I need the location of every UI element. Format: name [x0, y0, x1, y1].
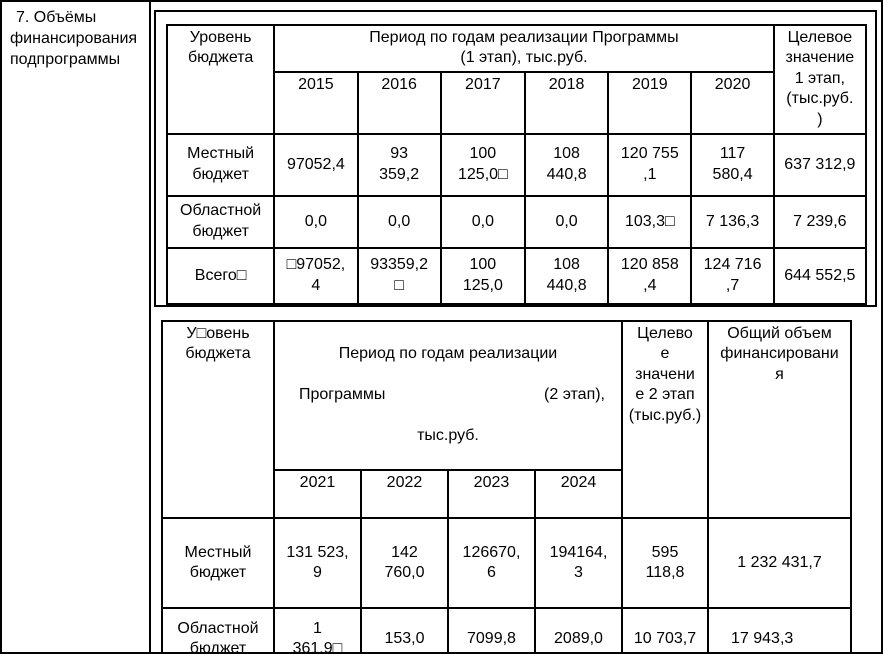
period-line3: тыс.руб. — [417, 427, 479, 445]
value-cell: 194164, 3 — [533, 517, 624, 610]
table-row: Всего□ □97052, 4 93359,2 □ 100 125,0 108… — [165, 246, 868, 305]
table-row: Местный бюджет 97052,4 93 359,2 100 125,… — [165, 132, 868, 197]
year-cell: 2018 — [523, 70, 610, 135]
value-cell: 124 716 ,7 — [690, 246, 775, 305]
stage2-table: У□овень бюджета Период по годам реализац… — [160, 319, 852, 652]
stage1-table: Уровень бюджета Период по годам реализац… — [165, 24, 868, 305]
stage2-table-wrap: У□овень бюджета Период по годам реализац… — [160, 319, 852, 652]
period-line2-right: (2 этап), — [544, 386, 605, 404]
value-cell: 10 703,7 — [621, 607, 709, 652]
period-line1: Период по годам реализации — [338, 345, 558, 363]
header-cell-target: Целево е значени е 2 этап (тыс.руб.) — [621, 319, 709, 520]
table-header-row: Уровень бюджета Период по годам реализац… — [165, 24, 868, 135]
row-label-cell: Областной бюджет — [160, 607, 275, 652]
year-cell: 2016 — [356, 70, 442, 135]
table-year-row: 2015 2016 2017 2018 2019 2020 — [167, 70, 866, 135]
period-line2: Программы (2 этап), — [277, 385, 619, 405]
header-cell-period: Период по годам реализации Программы (2 … — [272, 319, 624, 472]
row-label-cell: Всего□ — [165, 246, 276, 305]
stage1-frame: Уровень бюджета Период по годам реализац… — [153, 10, 877, 307]
value-cell: 142 760,0 — [359, 517, 449, 610]
value-cell: 93359,2 □ — [356, 246, 442, 305]
value-cell: 595 118,8 — [621, 517, 709, 610]
year-cell: 2021 — [272, 469, 362, 520]
value-cell: 1 232 431,7 — [707, 517, 852, 610]
table-row: Областной бюджет 0,0 0,0 0,0 0,0 103,3□ … — [165, 194, 868, 249]
value-cell: 108 440,8 — [523, 246, 610, 305]
value-cell: 120 755 ,1 — [607, 132, 693, 197]
table-row: Местный бюджет 131 523, 9 142 760,0 1266… — [160, 517, 852, 610]
value-cell: 97052,4 — [273, 132, 359, 197]
value-cell: 126670, 6 — [446, 517, 536, 610]
year-cell: 2024 — [533, 469, 624, 520]
value-cell: 0,0 — [439, 194, 526, 249]
value-cell: 2089,0 — [533, 607, 624, 652]
value-cell: 637 312,9 — [772, 132, 868, 197]
value-cell: 7 136,3 — [690, 194, 775, 249]
value-cell: 644 552,5 — [772, 246, 868, 305]
header-cell-target: Целевое значение 1 этап, (тыс.руб. ) — [772, 24, 868, 135]
year-cell: 2019 — [607, 70, 693, 135]
header-cell-total: Общий объем финансировани я — [707, 319, 852, 520]
year-cell: 2017 — [439, 70, 526, 135]
header-cell-level: Уровень бюджета — [165, 24, 276, 135]
value-cell: 103,3□ — [607, 194, 693, 249]
row-label-cell: Областной бюджет — [165, 194, 276, 249]
section-label-cell: 7. Объёмы финансирования подпрограммы — [2, 2, 151, 652]
value-cell: 17 943,3 — [707, 607, 852, 652]
row-label-cell: Местный бюджет — [160, 517, 275, 610]
value-cell: 131 523, 9 — [272, 517, 362, 610]
table-year-row: 2021 2022 2023 2024 — [162, 469, 851, 520]
value-cell: 117 580,4 — [690, 132, 775, 197]
value-cell: 7 239,6 — [772, 194, 868, 249]
value-cell: 100 125,0 — [439, 246, 526, 305]
header-cell-period: Период по годам реализации Программы (1 … — [273, 24, 775, 73]
year-cell: 2023 — [446, 469, 536, 520]
period-line2-left: Программы — [298, 386, 386, 404]
value-cell: 0,0 — [273, 194, 359, 249]
value-cell: 0,0 — [523, 194, 610, 249]
table-header-row: У□овень бюджета Период по годам реализац… — [160, 319, 852, 520]
table-row: Областной бюджет 1 361,9□ 153,0 7099,8 2… — [160, 607, 852, 652]
value-cell: 7099,8 — [446, 607, 536, 652]
value-cell: 120 858 ,4 — [607, 246, 693, 305]
year-cell: 2015 — [273, 70, 359, 135]
value-cell: 108 440,8 — [523, 132, 610, 197]
value-cell: 93 359,2 — [356, 132, 442, 197]
value-cell: 0,0 — [356, 194, 442, 249]
header-cell-level: У□овень бюджета — [160, 319, 275, 520]
value-cell: 1 361,9□ — [272, 607, 362, 652]
year-cell: 2020 — [690, 70, 775, 135]
year-cell: 2022 — [359, 469, 449, 520]
row-label-cell: Местный бюджет — [165, 132, 276, 197]
value-cell: 153,0 — [359, 607, 449, 652]
tables-area: Уровень бюджета Период по годам реализац… — [151, 2, 881, 652]
section-label: 7. Объёмы финансирования подпрограммы — [10, 9, 138, 68]
value-cell: □97052, 4 — [273, 246, 359, 305]
value-cell: 100 125,0□ — [439, 132, 526, 197]
